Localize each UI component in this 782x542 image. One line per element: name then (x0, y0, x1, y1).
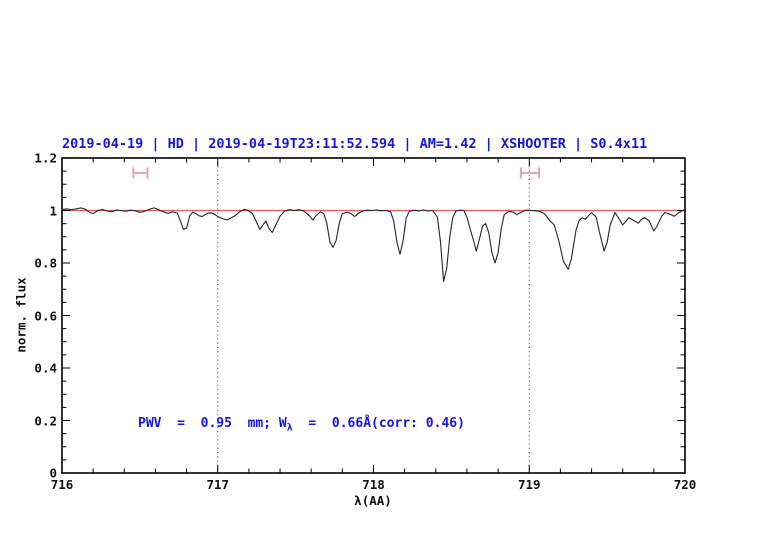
pwv-annotation-suffix: = 0.66Å(corr: 0.46) (292, 416, 465, 431)
y-axis-label: norm. flux (13, 277, 29, 353)
pwv-annotation: PWV = 0.95 mm; Wλ = 0.66Å(corr: 0.46) (138, 416, 465, 434)
y-tick-label: 0.2 (34, 413, 57, 428)
y-tick-label: 0.4 (34, 360, 57, 376)
y-tick-label: 0 (49, 465, 57, 481)
x-axis-label: λ(AA) (354, 493, 392, 508)
x-tick-label: 719 (517, 477, 541, 492)
x-tick-label: 716 (50, 477, 74, 492)
y-tick-label: 0.8 (34, 255, 57, 271)
y-tick-label: 1 (49, 203, 57, 218)
plot-title: 2019-04-19 | HD | 2019-04-19T23:11:52.59… (62, 136, 648, 152)
spectrum-line (61, 207, 686, 283)
y-tick-label: 1.2 (34, 150, 57, 166)
x-tick-label: 720 (673, 477, 697, 492)
plot-frame (61, 157, 686, 474)
y-tick-label: 0.6 (34, 308, 57, 323)
pwv-annotation-prefix: PWV = 0.95 mm; W (138, 416, 287, 431)
x-tick-label: 717 (206, 477, 230, 492)
x-tick-label: 718 (362, 477, 385, 492)
lambda-subscript: λ (286, 422, 293, 434)
